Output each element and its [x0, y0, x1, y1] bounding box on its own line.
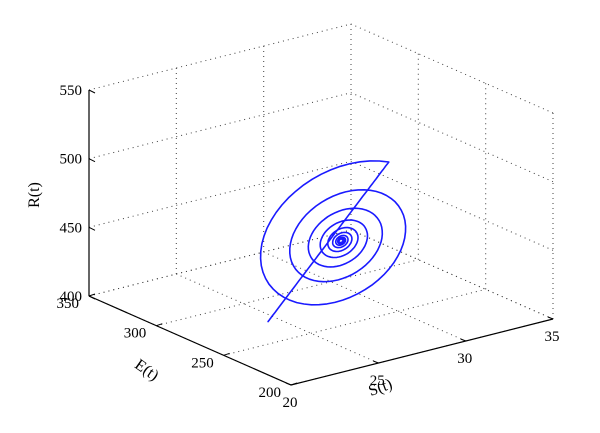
e-tick-label: 300 [124, 326, 147, 342]
grid-line-floor-e [223, 288, 486, 356]
s-tick-label: 20 [283, 395, 298, 411]
grid-line-floor-s [263, 251, 466, 342]
s-tick-mark [547, 316, 554, 320]
axes-layer [88, 90, 554, 386]
trajectory-line [259, 160, 407, 323]
r-tick-label: 550 [60, 83, 83, 99]
e-tick-mark [223, 352, 230, 356]
grid-line-side-r [350, 23, 554, 114]
s-axis [290, 318, 554, 386]
s-tick-mark [373, 360, 379, 364]
r-tick-mark [88, 158, 96, 163]
r-axis-label: R(t) [26, 182, 43, 208]
series-layer [259, 160, 407, 323]
grid-layer [88, 23, 554, 386]
grid-line-back-r [88, 92, 352, 160]
e-axis [88, 295, 292, 386]
e-axis-label: E(t) [132, 356, 162, 384]
e-tick-mark [156, 323, 163, 327]
grid-line-side-r [350, 92, 554, 183]
r-tick-mark [88, 226, 96, 231]
grid-line-floor-e [156, 259, 419, 327]
s-tick-label: 35 [545, 329, 560, 345]
e-tick-mark [88, 293, 96, 297]
grid-line-side-r [350, 160, 554, 251]
grid-line-back-r [88, 229, 352, 297]
e-tick-label: 200 [259, 385, 282, 401]
r-tick-label: 450 [60, 220, 83, 236]
grid-line-back-r [88, 160, 352, 228]
r-tick-mark [88, 89, 96, 94]
s-tick-mark [285, 382, 292, 386]
grid-line-back-r [88, 23, 352, 91]
s-tick-label: 25 [370, 373, 385, 389]
r-tick-label: 400 [60, 289, 83, 305]
s-tick-mark [460, 338, 466, 342]
e-tick-label: 350 [57, 296, 80, 312]
e-tick-mark [290, 382, 298, 386]
grid-line-floor-s [176, 273, 379, 364]
s-tick-label: 30 [457, 351, 472, 367]
r-tick-label: 500 [60, 152, 83, 168]
e-tick-label: 250 [191, 355, 214, 371]
r-tick-mark [88, 295, 96, 300]
grid-line-side-r [350, 229, 554, 320]
